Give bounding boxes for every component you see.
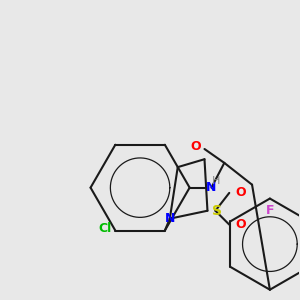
Text: O: O [235, 186, 246, 200]
Text: N: N [206, 181, 216, 194]
Text: S: S [212, 204, 222, 218]
Text: O: O [235, 218, 246, 231]
Text: O: O [190, 140, 200, 152]
Text: H: H [212, 176, 220, 186]
Text: Cl: Cl [98, 222, 111, 235]
Text: F: F [266, 205, 274, 218]
Text: N: N [165, 212, 175, 225]
